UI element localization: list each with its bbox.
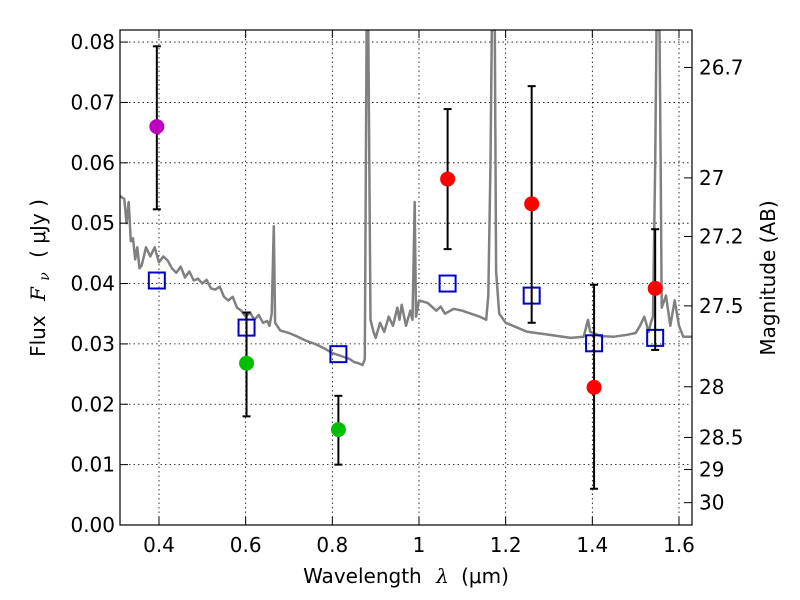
y-axis-label: Flux F ν ( μJy )	[26, 199, 54, 357]
y2-tick-label: 27.5	[699, 294, 744, 318]
observed-point	[239, 355, 255, 371]
y2-tick-label: 28.5	[699, 425, 744, 449]
y-tick-label: 0.04	[70, 272, 115, 296]
y-tick-label: 0.08	[70, 30, 115, 54]
y2-tick-label: 29	[699, 457, 724, 481]
observed-point	[330, 422, 346, 438]
y2-tick-label: 26.7	[699, 55, 744, 79]
x-tick-label: 0.4	[143, 533, 175, 557]
grid	[120, 30, 692, 526]
y-tick-label: 0.06	[70, 151, 115, 175]
x-tick-label: 1.2	[490, 533, 522, 557]
y2-tick-label: 27	[699, 166, 724, 190]
observed-point	[149, 119, 165, 135]
y-axis-label-symbol: F	[26, 286, 50, 302]
x-tick-label: 1.4	[576, 533, 608, 557]
x-axis-label: Wavelength λ (μm)	[303, 564, 509, 588]
observed-point	[440, 171, 456, 187]
observed-point	[586, 379, 602, 395]
y-axis: 0.00 0.01 0.02 0.03 0.04 0.05 0.06 0.07 0.08	[70, 30, 128, 537]
x-tick-label: 0.8	[316, 533, 348, 557]
y-axis-label-unit: ( μJy )	[26, 199, 50, 258]
y-tick-label: 0.03	[70, 332, 115, 356]
y2-tick-label: 30	[699, 491, 724, 515]
x-axis-label-unit: (μm)	[461, 564, 509, 588]
x-axis-label-text: Wavelength	[303, 564, 422, 588]
y-axis-label-subscript: ν	[37, 272, 53, 281]
observed-series	[149, 119, 663, 438]
x-tick-label: 0.6	[230, 533, 262, 557]
model-bandpass-marker	[147, 271, 166, 290]
observed-point	[647, 280, 663, 296]
y-tick-label: 0.01	[70, 453, 115, 477]
x-tick-label: 1.6	[663, 533, 695, 557]
observed-point	[524, 196, 540, 212]
plot-frame	[119, 29, 693, 526]
x-axis: 0.4 0.6 0.8 1 1.2 1.4 1.6	[143, 30, 695, 557]
y-tick-label: 0.02	[70, 392, 115, 416]
model-bandpass-marker	[438, 274, 457, 293]
y2-tick-label: 27.2	[699, 224, 744, 248]
y-tick-label: 0.00	[70, 513, 115, 537]
y-axis-label-text: Flux	[26, 315, 50, 357]
x-tick-label: 1	[413, 533, 426, 557]
y2-axis-label: Magnitude (AB)	[756, 200, 780, 355]
y2-tick-label: 28	[699, 375, 724, 399]
x-axis-label-symbol: λ	[435, 564, 449, 588]
y-tick-label: 0.07	[70, 90, 115, 114]
y2-axis: 26.7 27 27.2 27.5 28 28.5 29 30	[684, 55, 744, 515]
model-bandpass-marker	[329, 345, 348, 364]
y-tick-label: 0.05	[70, 211, 115, 235]
